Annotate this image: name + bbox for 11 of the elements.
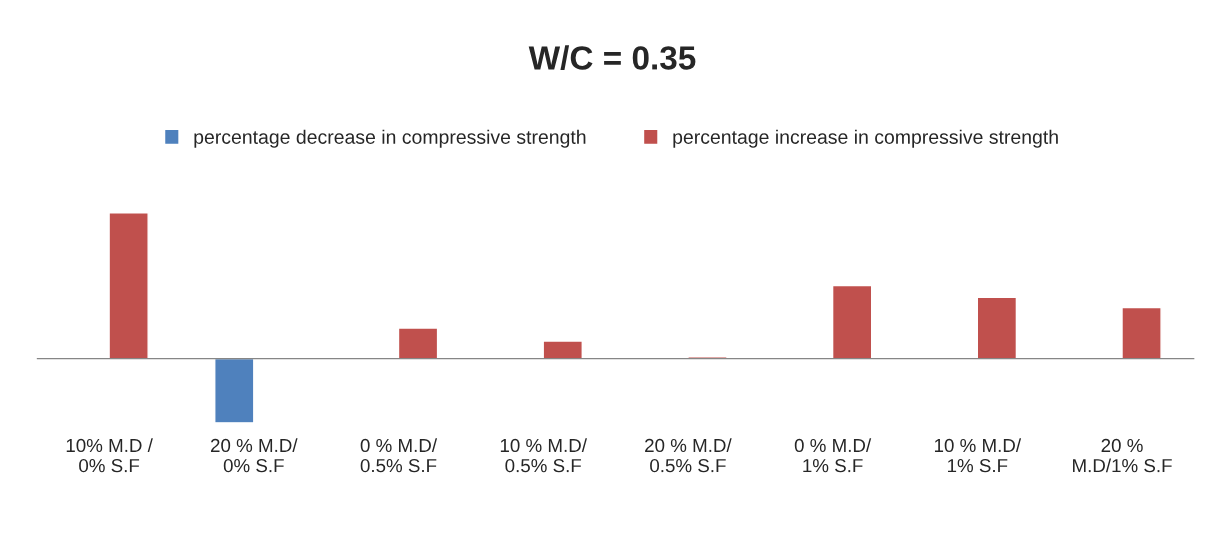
x-tick-label: 20 % M.D/1% S.F [1073,438,1172,473]
x-tick-label: 20 % M.D/ 0.5% S.F [645,438,732,473]
x-tick-label: 10 % M.D/ 1% S.F [934,438,1022,473]
x-tick-label: 0 % M.D/ 0.5% S.F [360,438,438,473]
x-tick-label: 10% M.D / 0% S.F [66,438,153,473]
x-tick-label: 0 % M.D/ 1% S.F [794,438,872,473]
legend-label: percentage increase in compressive strength [673,129,1058,148]
legend-label: percentage decrease in compressive strength [194,129,586,148]
chart-title: W/C = 0.35 [528,45,696,71]
x-tick-label: 20 % M.D/ 0% S.F [210,438,298,473]
x-tick-label: 10 % M.D/ 0.5% S.F [500,438,587,473]
